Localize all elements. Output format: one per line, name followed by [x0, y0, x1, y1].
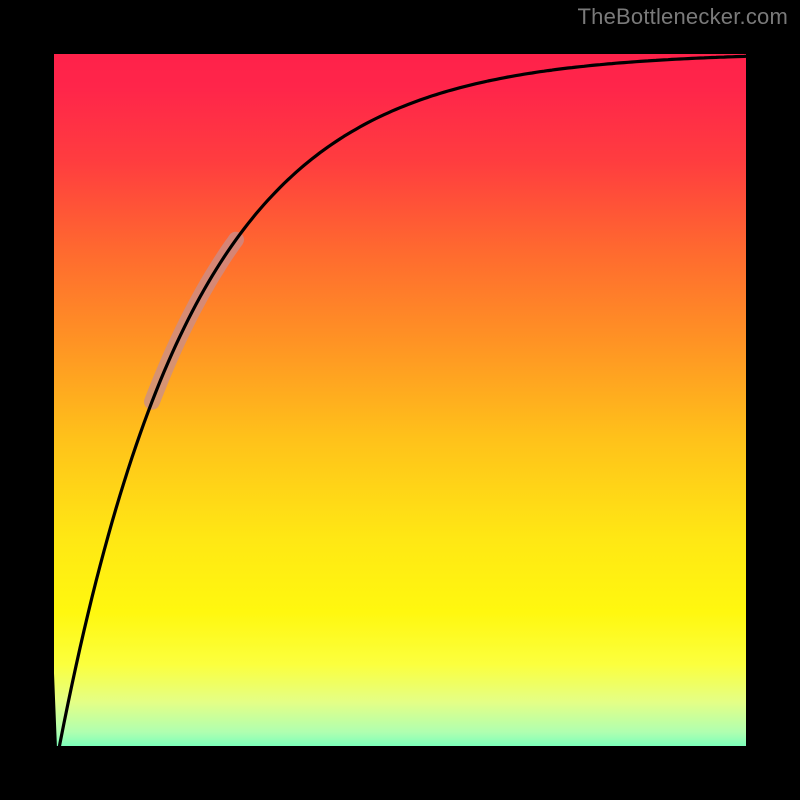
- gradient-background: [27, 27, 777, 777]
- bottleneck-chart: TheBottlenecker.com: [0, 0, 800, 800]
- chart-canvas: [0, 0, 800, 800]
